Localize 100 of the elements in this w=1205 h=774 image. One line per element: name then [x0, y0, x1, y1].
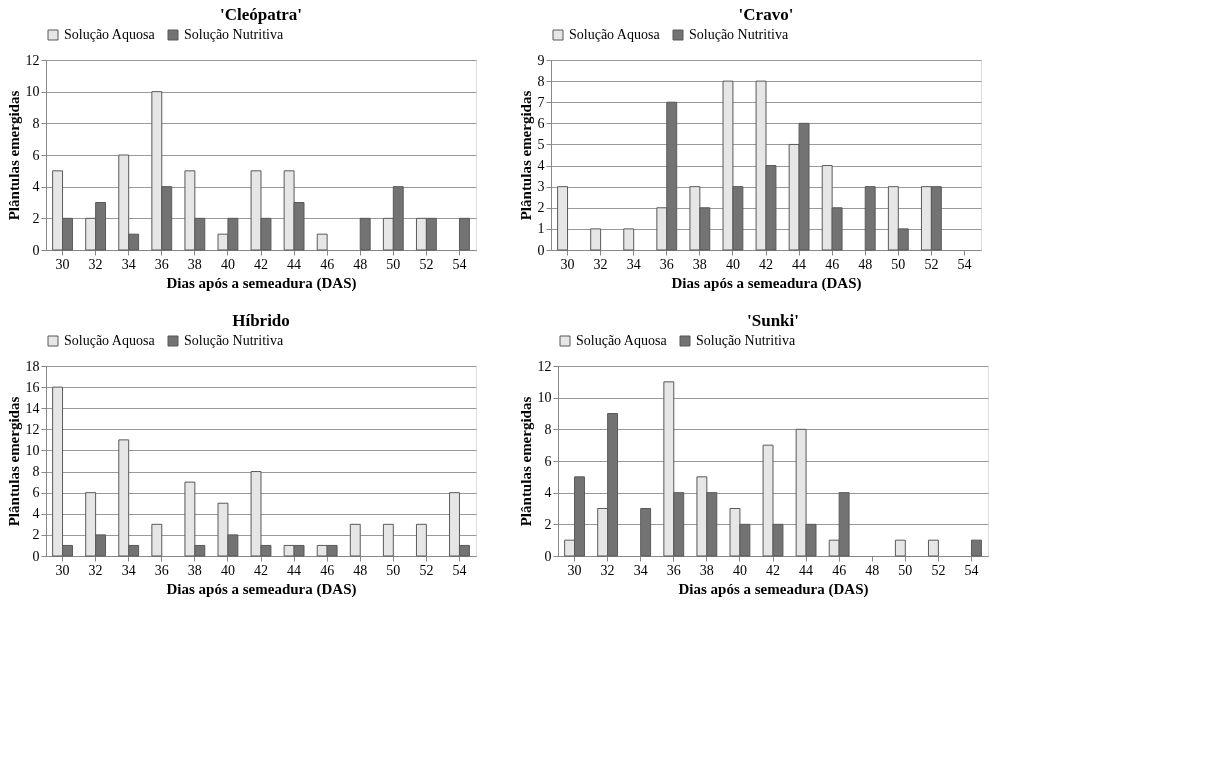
x-tick-label: 38 — [692, 256, 707, 272]
legend-label: Solução Aquosa — [569, 27, 661, 42]
x-tick-label: 34 — [121, 256, 136, 272]
legend-label: Solução Nutritiva — [689, 27, 789, 42]
legend-label: Solução Nutritiva — [184, 333, 284, 348]
x-tick-label: 46 — [825, 256, 840, 272]
bar — [623, 228, 635, 251]
bar — [349, 523, 361, 557]
y-tick-label: 1 — [537, 221, 545, 237]
x-tick-label: 36 — [154, 562, 169, 578]
x-tick-label: 36 — [659, 256, 674, 272]
y-tick-label: 2 — [537, 200, 545, 216]
x-tick-label: 42 — [766, 562, 780, 578]
x-tick-label: 36 — [666, 562, 681, 578]
y-tick-label: 4 — [32, 179, 40, 195]
x-tick-label: 46 — [832, 562, 847, 578]
x-tick-label: 52 — [419, 256, 434, 272]
x-tick-label: 30 — [55, 562, 70, 578]
bar — [970, 539, 982, 557]
x-axis-title: Dias após a semeadura (DAS) — [166, 274, 357, 292]
x-tick-label: 48 — [353, 562, 368, 578]
x-tick-label: 44 — [792, 256, 807, 272]
y-tick-label: 4 — [544, 485, 552, 501]
x-tick-label: 44 — [287, 562, 302, 578]
x-tick-label: 48 — [865, 562, 880, 578]
y-tick-label: 10 — [25, 84, 40, 100]
chart-title: Híbrido — [232, 311, 290, 330]
y-tick-label: 18 — [25, 358, 40, 374]
y-tick-label: 4 — [537, 158, 545, 174]
x-tick-label: 54 — [452, 562, 467, 578]
x-tick-label: 32 — [593, 256, 608, 272]
y-tick-label: 7 — [537, 94, 545, 110]
y-tick-label: 6 — [537, 115, 545, 131]
x-tick-label: 32 — [88, 256, 103, 272]
x-tick-label: 40 — [220, 256, 235, 272]
x-tick-label: 52 — [924, 256, 939, 272]
x-tick-label: 48 — [858, 256, 873, 272]
chart-title: 'Sunki' — [747, 311, 799, 330]
bar — [590, 228, 602, 251]
bar — [894, 539, 906, 557]
y-tick-label: 6 — [32, 485, 40, 501]
y-tick-label: 8 — [32, 464, 40, 480]
x-tick-label: 40 — [220, 562, 235, 578]
legend-label: Solução Aquosa — [64, 333, 156, 348]
x-tick-label: 30 — [55, 256, 70, 272]
x-axis-title: Dias após a semeadura (DAS) — [166, 580, 357, 598]
y-tick-label: 3 — [537, 179, 545, 195]
legend-label: Solução Aquosa — [64, 27, 156, 42]
y-tick-label: 5 — [537, 136, 545, 152]
x-tick-label: 40 — [725, 256, 740, 272]
x-tick-label: 38 — [187, 256, 202, 272]
y-tick-label: 16 — [25, 379, 40, 395]
bar — [151, 523, 163, 557]
x-tick-label: 50 — [386, 562, 401, 578]
y-tick-label: 0 — [32, 548, 40, 564]
x-tick-label: 52 — [419, 562, 434, 578]
x-tick-label: 30 — [567, 562, 582, 578]
y-axis-title: Plântulas emergidas — [517, 396, 534, 527]
legend-label: Solução Aquosa — [576, 333, 668, 348]
legend-label: Solução Nutritiva — [696, 333, 796, 348]
bar — [927, 539, 939, 557]
y-tick-label: 6 — [32, 147, 40, 163]
x-tick-label: 38 — [187, 562, 202, 578]
x-tick-label: 42 — [759, 256, 773, 272]
y-tick-label: 10 — [537, 390, 552, 406]
bar — [458, 217, 470, 251]
chart-title: 'Cravo' — [738, 5, 794, 24]
x-tick-label: 36 — [154, 256, 169, 272]
y-tick-label: 12 — [25, 52, 40, 68]
x-tick-label: 32 — [88, 562, 103, 578]
x-axis-title: Dias após a semeadura (DAS) — [671, 274, 862, 292]
x-tick-label: 44 — [287, 256, 302, 272]
x-tick-label: 42 — [254, 562, 268, 578]
y-axis-title: Plântulas emergidas — [5, 396, 22, 527]
y-tick-label: 6 — [544, 453, 552, 469]
x-tick-label: 46 — [320, 256, 335, 272]
bar — [415, 523, 427, 557]
y-tick-label: 0 — [32, 242, 40, 258]
y-axis-title: Plântulas emergidas — [517, 90, 534, 221]
x-tick-label: 34 — [121, 562, 136, 578]
x-tick-label: 50 — [898, 562, 913, 578]
x-tick-label: 30 — [560, 256, 575, 272]
y-tick-label: 10 — [25, 442, 40, 458]
y-tick-label: 0 — [544, 548, 552, 564]
bar — [864, 186, 876, 251]
x-tick-label: 44 — [799, 562, 814, 578]
bar — [640, 508, 652, 557]
y-tick-label: 12 — [537, 358, 552, 374]
y-axis-title: Plântulas emergidas — [5, 90, 22, 221]
x-axis-title: Dias após a semeadura (DAS) — [678, 580, 869, 598]
y-tick-label: 12 — [25, 421, 40, 437]
x-tick-label: 54 — [964, 562, 979, 578]
y-tick-label: 8 — [544, 421, 552, 437]
y-tick-label: 2 — [32, 527, 40, 543]
chart-title: 'Cleópatra' — [219, 5, 303, 24]
bar — [382, 523, 394, 557]
y-tick-label: 14 — [25, 400, 40, 416]
y-tick-label: 8 — [537, 73, 545, 89]
x-tick-label: 52 — [931, 562, 946, 578]
bar — [316, 233, 328, 251]
